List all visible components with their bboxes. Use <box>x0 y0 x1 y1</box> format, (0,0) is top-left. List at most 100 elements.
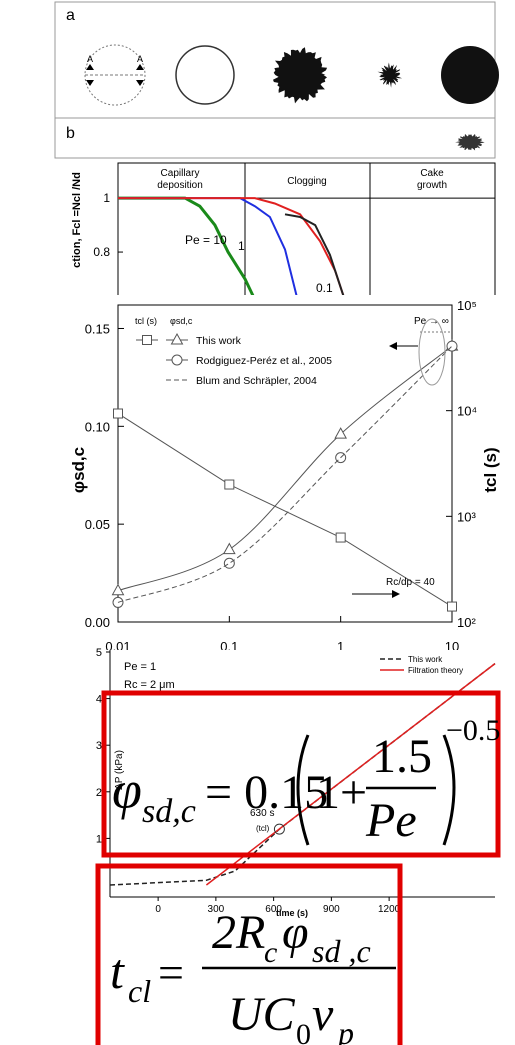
pore-filled <box>441 46 499 104</box>
y-tick-label: 0.00 <box>85 615 110 630</box>
arrow-head <box>392 590 400 598</box>
marker-square <box>447 601 457 612</box>
panel-label: b <box>66 125 75 142</box>
marker-triangle <box>222 542 236 555</box>
legend-label: This work <box>196 335 242 347</box>
panel-background <box>40 650 515 1045</box>
y2-tick-label: 10³ <box>457 509 476 524</box>
y2-tick-label: 10² <box>457 615 476 630</box>
y-tick-label: 1 <box>103 191 110 205</box>
equation-part: t <box>110 943 125 999</box>
panel-label: a <box>66 7 75 24</box>
marker-triangle <box>111 583 125 596</box>
marker-circle <box>171 354 183 366</box>
annotation: Pe → ∞ <box>414 316 449 327</box>
legend-label: Rodgiguez-Peréz et al., 2005 <box>196 355 332 367</box>
equation-part: cl <box>128 973 151 1009</box>
annotation: Pe = 1 <box>124 661 156 673</box>
pore-outline <box>84 44 146 106</box>
x-axis-title: time (s) <box>276 908 308 918</box>
panel-ab: a b A A <box>54 1 499 159</box>
marker-triangle <box>170 332 184 345</box>
y2-axis-title: tcl (s) <box>481 447 500 492</box>
equation-part: c <box>264 936 277 969</box>
annotation: Rc = 2 μm <box>124 679 175 691</box>
y-tick-label: 2 <box>96 787 102 799</box>
arrow-head <box>389 342 397 350</box>
equation-part: = 0.15 <box>205 766 328 819</box>
annotation: 630 s <box>250 808 274 819</box>
y-tick-label: 0.10 <box>85 419 110 434</box>
equation-part: −0.5 <box>446 714 500 747</box>
y-tick-label: 0.05 <box>85 517 110 532</box>
marker-square <box>142 335 152 345</box>
equation-part: v <box>312 988 334 1041</box>
equation-part: 2R <box>212 906 265 959</box>
equation-part: sd ,c <box>312 933 371 969</box>
plot-frame <box>117 304 453 623</box>
equation-part: 1+ <box>316 766 367 819</box>
y-tick-label: 0.15 <box>85 321 110 336</box>
x-tick-label: 300 <box>208 904 225 915</box>
annotation: Pe = 10 <box>185 233 227 247</box>
marker-triangle <box>334 427 348 439</box>
x-tick-label: 900 <box>323 904 340 915</box>
annotation: 1 <box>238 239 245 253</box>
legend-label: This work <box>408 655 443 664</box>
legend-label: Blum and Schräpler, 2004 <box>196 375 317 387</box>
equation-part: sd,c <box>142 793 196 830</box>
y-tick-label: 3 <box>96 740 102 752</box>
annotation: 0.1 <box>316 281 333 295</box>
series-line <box>109 663 496 886</box>
annotation-ellipse <box>418 318 446 386</box>
y2-tick-label: 10⁴ <box>457 404 477 419</box>
data-line <box>284 213 346 301</box>
equation-part: 0 <box>296 1018 311 1045</box>
x-tick-label: 1200 <box>378 904 401 915</box>
x-tick-label: 1 <box>337 639 344 654</box>
y-tick-label: 4 <box>96 694 102 706</box>
annotation: Rc/dp = 40 <box>386 577 435 588</box>
equation-part: φ <box>112 760 142 820</box>
region-label: Clogging <box>287 176 326 187</box>
clog-cluster <box>377 62 403 88</box>
equation-part: φ <box>282 906 309 959</box>
panel-background <box>40 295 515 650</box>
cake-deposit <box>455 133 485 151</box>
y-axis-title: ΔP (kPa) <box>114 750 125 790</box>
legend-header: φsd,c <box>170 316 193 326</box>
series-line <box>117 345 453 603</box>
marker-square <box>224 479 235 490</box>
equation-part: p <box>336 1015 354 1045</box>
y-tick-label: 0.8 <box>93 245 110 259</box>
highlight-box <box>101 690 501 858</box>
series-line <box>205 663 496 886</box>
region-label: Cake growth <box>417 168 447 191</box>
paren <box>442 734 456 846</box>
y-axis-title: φsd,c <box>69 447 88 493</box>
region-label: Capillary deposition <box>157 168 203 191</box>
x-tick-label: 600 <box>265 904 282 915</box>
marker-square <box>335 532 346 543</box>
paren <box>296 734 310 846</box>
series-line <box>117 345 453 592</box>
y2-tick-label: 10⁵ <box>457 298 477 313</box>
marker-circle <box>223 557 235 569</box>
legend-label: Filtration theory <box>408 666 463 675</box>
x-tick-label: 0 <box>155 904 161 915</box>
clogged-pore <box>273 47 328 104</box>
equation-part: = <box>158 947 184 998</box>
marker-square <box>113 408 123 419</box>
point-marker <box>273 823 285 835</box>
y-axis-title: ction, Fcl =Ncl /Nd <box>71 172 83 268</box>
legend-header: tcl (s) <box>135 316 157 326</box>
equation-part: UC <box>228 988 296 1041</box>
series-line <box>117 413 453 607</box>
y-tick-label: 5 <box>96 647 102 659</box>
equation-part: Pe <box>365 794 417 847</box>
y-tick-label: 1 <box>96 833 102 845</box>
section-mark: A <box>137 54 143 64</box>
annotation: (tcl) <box>256 824 270 833</box>
